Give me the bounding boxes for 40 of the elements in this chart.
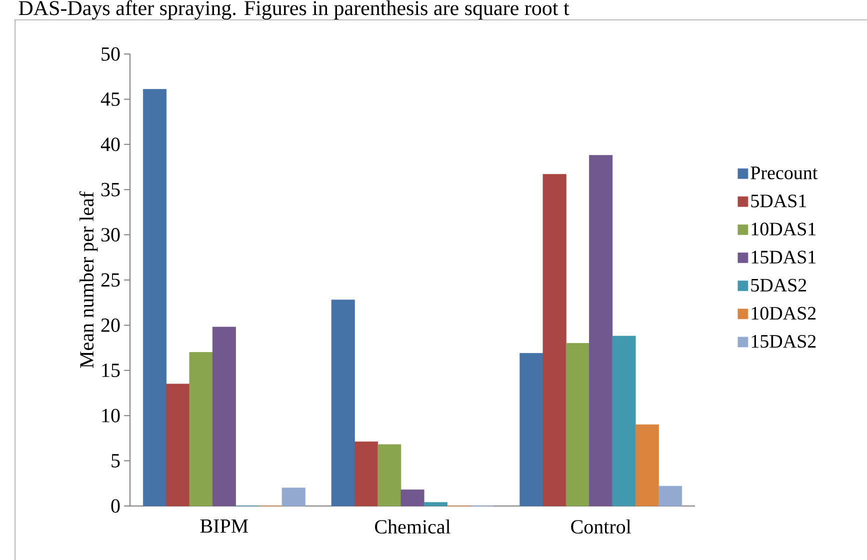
bar [589, 155, 613, 506]
bar [612, 336, 636, 506]
legend-label: 15DAS2 [752, 334, 816, 348]
y-tick-label: 5 [112, 454, 120, 468]
x-tick-label: BIPM [200, 520, 248, 533]
legend-label: 10DAS1 [752, 222, 816, 236]
y-tick-label: 50 [102, 47, 120, 61]
bar [331, 300, 355, 506]
y-axis-title: Mean number per leaf [79, 191, 98, 368]
y-tick-label: 10 [102, 408, 120, 422]
legend-label: 15DAS1 [752, 250, 816, 264]
x-tick-label: Chemical [375, 520, 450, 534]
bar [378, 444, 402, 506]
legend-label: Precount [750, 166, 818, 180]
bar [566, 343, 590, 506]
bar [166, 384, 190, 506]
y-tick-label: 0 [111, 499, 120, 513]
legend-label: 5DAS2 [751, 278, 806, 292]
bar [542, 174, 566, 506]
y-tick-label: 45 [100, 92, 120, 106]
bar [400, 490, 424, 506]
bar [424, 502, 448, 506]
bar [520, 353, 544, 506]
text: DAS-Days after spraying. Figures in parenthesis are square root t [18, 0, 570, 20]
bar [282, 488, 306, 506]
y-tick-label: 15 [102, 364, 120, 378]
y-tick-label: 25 [101, 273, 120, 287]
x-tick-label: Control [571, 520, 631, 534]
y-tick-label: 30 [101, 228, 120, 242]
bar [354, 442, 378, 506]
legend-label: 5DAS1 [751, 194, 806, 208]
bar [635, 424, 659, 506]
y-tick-label: 40 [100, 138, 120, 152]
y-tick-label: 35 [101, 182, 120, 196]
bar [212, 326, 236, 506]
y-tick-label: 20 [101, 318, 120, 332]
legend-label: 10DAS2 [752, 306, 816, 320]
bar [189, 352, 213, 506]
bar [142, 89, 167, 506]
bar [658, 486, 682, 506]
